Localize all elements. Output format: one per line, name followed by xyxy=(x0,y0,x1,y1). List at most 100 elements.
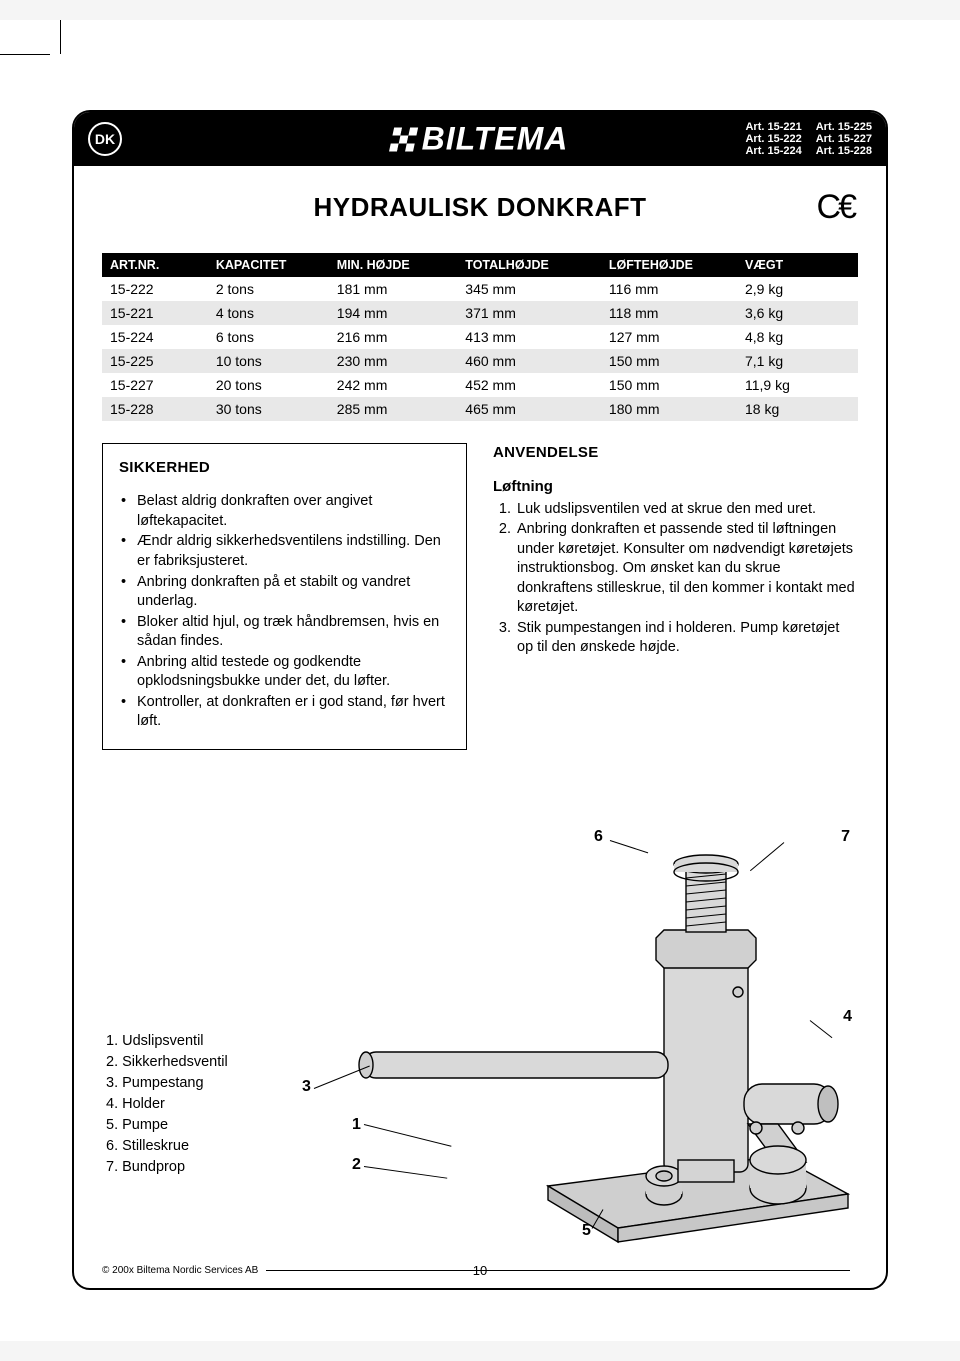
table-cell: 18 kg xyxy=(737,397,858,421)
table-cell: 242 mm xyxy=(329,373,458,397)
header-bar: DK BILTEMA Art. 15-221 Art. 15-225 Art. … xyxy=(74,112,886,166)
table-cell: 345 mm xyxy=(457,277,601,301)
table-cell: 7,1 kg xyxy=(737,349,858,373)
ce-mark-icon: C€ xyxy=(817,188,854,227)
country-badge: DK xyxy=(88,122,122,156)
spec-table: ART.NR.KAPACITETMIN. HØJDETOTALHØJDELØFT… xyxy=(102,253,858,421)
table-cell: 181 mm xyxy=(329,277,458,301)
table-cell: 6 tons xyxy=(208,325,329,349)
safety-item: Kontroller, at donkraften er i god stand… xyxy=(133,693,450,732)
document-body: HYDRAULISK DONKRAFT C€ ART.NR.KAPACITETM… xyxy=(74,166,886,1288)
part-item: 7. Bundprop xyxy=(106,1157,228,1178)
table-cell: 452 mm xyxy=(457,373,601,397)
safety-heading: SIKKERHED xyxy=(119,458,450,478)
table-cell: 460 mm xyxy=(457,349,601,373)
brand-text: BILTEMA xyxy=(422,121,569,158)
table-cell: 230 mm xyxy=(329,349,458,373)
article-code: Art. 15-222 xyxy=(745,133,801,145)
content-columns: SIKKERHED Belast aldrig donkraften over … xyxy=(102,443,858,750)
part-item: 3. Pumpestang xyxy=(106,1073,228,1094)
table-cell: 15-227 xyxy=(102,373,208,397)
footer-rule xyxy=(266,1270,850,1271)
safety-list: Belast aldrig donkraften over angivet lø… xyxy=(119,492,450,732)
article-code: Art. 15-225 xyxy=(816,121,872,133)
brand-logo: BILTEMA xyxy=(392,121,569,158)
table-cell: 2,9 kg xyxy=(737,277,858,301)
table-cell: 150 mm xyxy=(601,373,737,397)
page-title: HYDRAULISK DONKRAFT xyxy=(313,192,646,223)
part-item: 6. Stilleskrue xyxy=(106,1136,228,1157)
table-header-cell: ART.NR. xyxy=(102,253,208,277)
usage-steps: Luk udslipsventilen ved at skrue den med… xyxy=(493,500,858,659)
article-code: Art. 15-221 xyxy=(745,121,801,133)
article-list: Art. 15-221 Art. 15-225 Art. 15-222 Art.… xyxy=(745,121,872,157)
article-code: Art. 15-224 xyxy=(745,145,801,157)
table-cell: 15-222 xyxy=(102,277,208,301)
safety-column: SIKKERHED Belast aldrig donkraften over … xyxy=(102,443,467,750)
table-cell: 150 mm xyxy=(601,349,737,373)
parts-legend: 1. Udslipsventil2. Sikkerhedsventil3. Pu… xyxy=(106,1031,228,1178)
callout-5: 5 xyxy=(582,1222,591,1240)
table-cell: 371 mm xyxy=(457,301,601,325)
article-code: Art. 15-228 xyxy=(816,145,872,157)
table-cell: 118 mm xyxy=(601,301,737,325)
table-row: 15-22510 tons230 mm460 mm150 mm7,1 kg xyxy=(102,349,858,373)
table-cell: 216 mm xyxy=(329,325,458,349)
table-cell: 15-225 xyxy=(102,349,208,373)
table-cell: 285 mm xyxy=(329,397,458,421)
usage-heading: ANVENDELSE xyxy=(493,443,858,463)
page-footer: © 200x Biltema Nordic Services AB 10 xyxy=(102,1265,858,1276)
safety-item: Belast aldrig donkraften over angivet lø… xyxy=(133,492,450,531)
table-cell: 15-224 xyxy=(102,325,208,349)
table-row: 15-22720 tons242 mm452 mm150 mm11,9 kg xyxy=(102,373,858,397)
table-cell: 11,9 kg xyxy=(737,373,858,397)
table-header-cell: LØFTEHØJDE xyxy=(601,253,737,277)
safety-item: Bloker altid hjul, og træk håndbremsen, … xyxy=(133,613,450,652)
callout-3: 3 xyxy=(302,1078,311,1096)
safety-item: Ændr aldrig sikkerhedsventilens indstill… xyxy=(133,532,450,571)
table-cell: 116 mm xyxy=(601,277,737,301)
usage-subheading: Løftning xyxy=(493,477,858,497)
table-cell: 30 tons xyxy=(208,397,329,421)
table-cell: 127 mm xyxy=(601,325,737,349)
jack-illustration xyxy=(308,788,868,1248)
table-cell: 2 tons xyxy=(208,277,329,301)
table-header-cell: TOTALHØJDE xyxy=(457,253,601,277)
usage-step: Anbring donkraften et passende sted til … xyxy=(515,520,858,618)
table-cell: 20 tons xyxy=(208,373,329,397)
part-item: 2. Sikkerhedsventil xyxy=(106,1052,228,1073)
table-header-cell: KAPACITET xyxy=(208,253,329,277)
safety-item: Anbring altid testede og godkendte opklo… xyxy=(133,653,450,692)
table-row: 15-2214 tons194 mm371 mm118 mm3,6 kg xyxy=(102,301,858,325)
table-cell: 194 mm xyxy=(329,301,458,325)
callout-4: 4 xyxy=(843,1008,852,1026)
callout-6: 6 xyxy=(594,828,603,846)
title-row: HYDRAULISK DONKRAFT C€ xyxy=(102,192,858,223)
callout-1: 1 xyxy=(352,1116,361,1134)
table-row: 15-2222 tons181 mm345 mm116 mm2,9 kg xyxy=(102,277,858,301)
table-cell: 4 tons xyxy=(208,301,329,325)
diagram-area: 1. Udslipsventil2. Sikkerhedsventil3. Pu… xyxy=(102,778,858,1238)
usage-column: ANVENDELSE Løftning Luk udslipsventilen … xyxy=(493,443,858,750)
table-cell: 465 mm xyxy=(457,397,601,421)
callout-7: 7 xyxy=(841,828,850,846)
crop-mark xyxy=(60,20,61,54)
part-item: 5. Pumpe xyxy=(106,1115,228,1136)
table-row: 15-2246 tons216 mm413 mm127 mm4,8 kg xyxy=(102,325,858,349)
safety-item: Anbring donkraften på et stabilt og vand… xyxy=(133,573,450,612)
checker-icon xyxy=(389,127,418,151)
table-cell: 10 tons xyxy=(208,349,329,373)
callout-2: 2 xyxy=(352,1156,361,1174)
table-row: 15-22830 tons285 mm465 mm180 mm18 kg xyxy=(102,397,858,421)
table-cell: 180 mm xyxy=(601,397,737,421)
table-cell: 15-228 xyxy=(102,397,208,421)
safety-box: SIKKERHED Belast aldrig donkraften over … xyxy=(102,443,467,750)
table-header-cell: VÆGT xyxy=(737,253,858,277)
document-frame: DK BILTEMA Art. 15-221 Art. 15-225 Art. … xyxy=(72,110,888,1290)
page: DK BILTEMA Art. 15-221 Art. 15-225 Art. … xyxy=(0,20,960,1341)
part-item: 1. Udslipsventil xyxy=(106,1031,228,1052)
table-cell: 15-221 xyxy=(102,301,208,325)
article-code: Art. 15-227 xyxy=(816,133,872,145)
usage-step: Luk udslipsventilen ved at skrue den med… xyxy=(515,500,858,520)
usage-step: Stik pumpestangen ind i holderen. Pump k… xyxy=(515,619,858,658)
